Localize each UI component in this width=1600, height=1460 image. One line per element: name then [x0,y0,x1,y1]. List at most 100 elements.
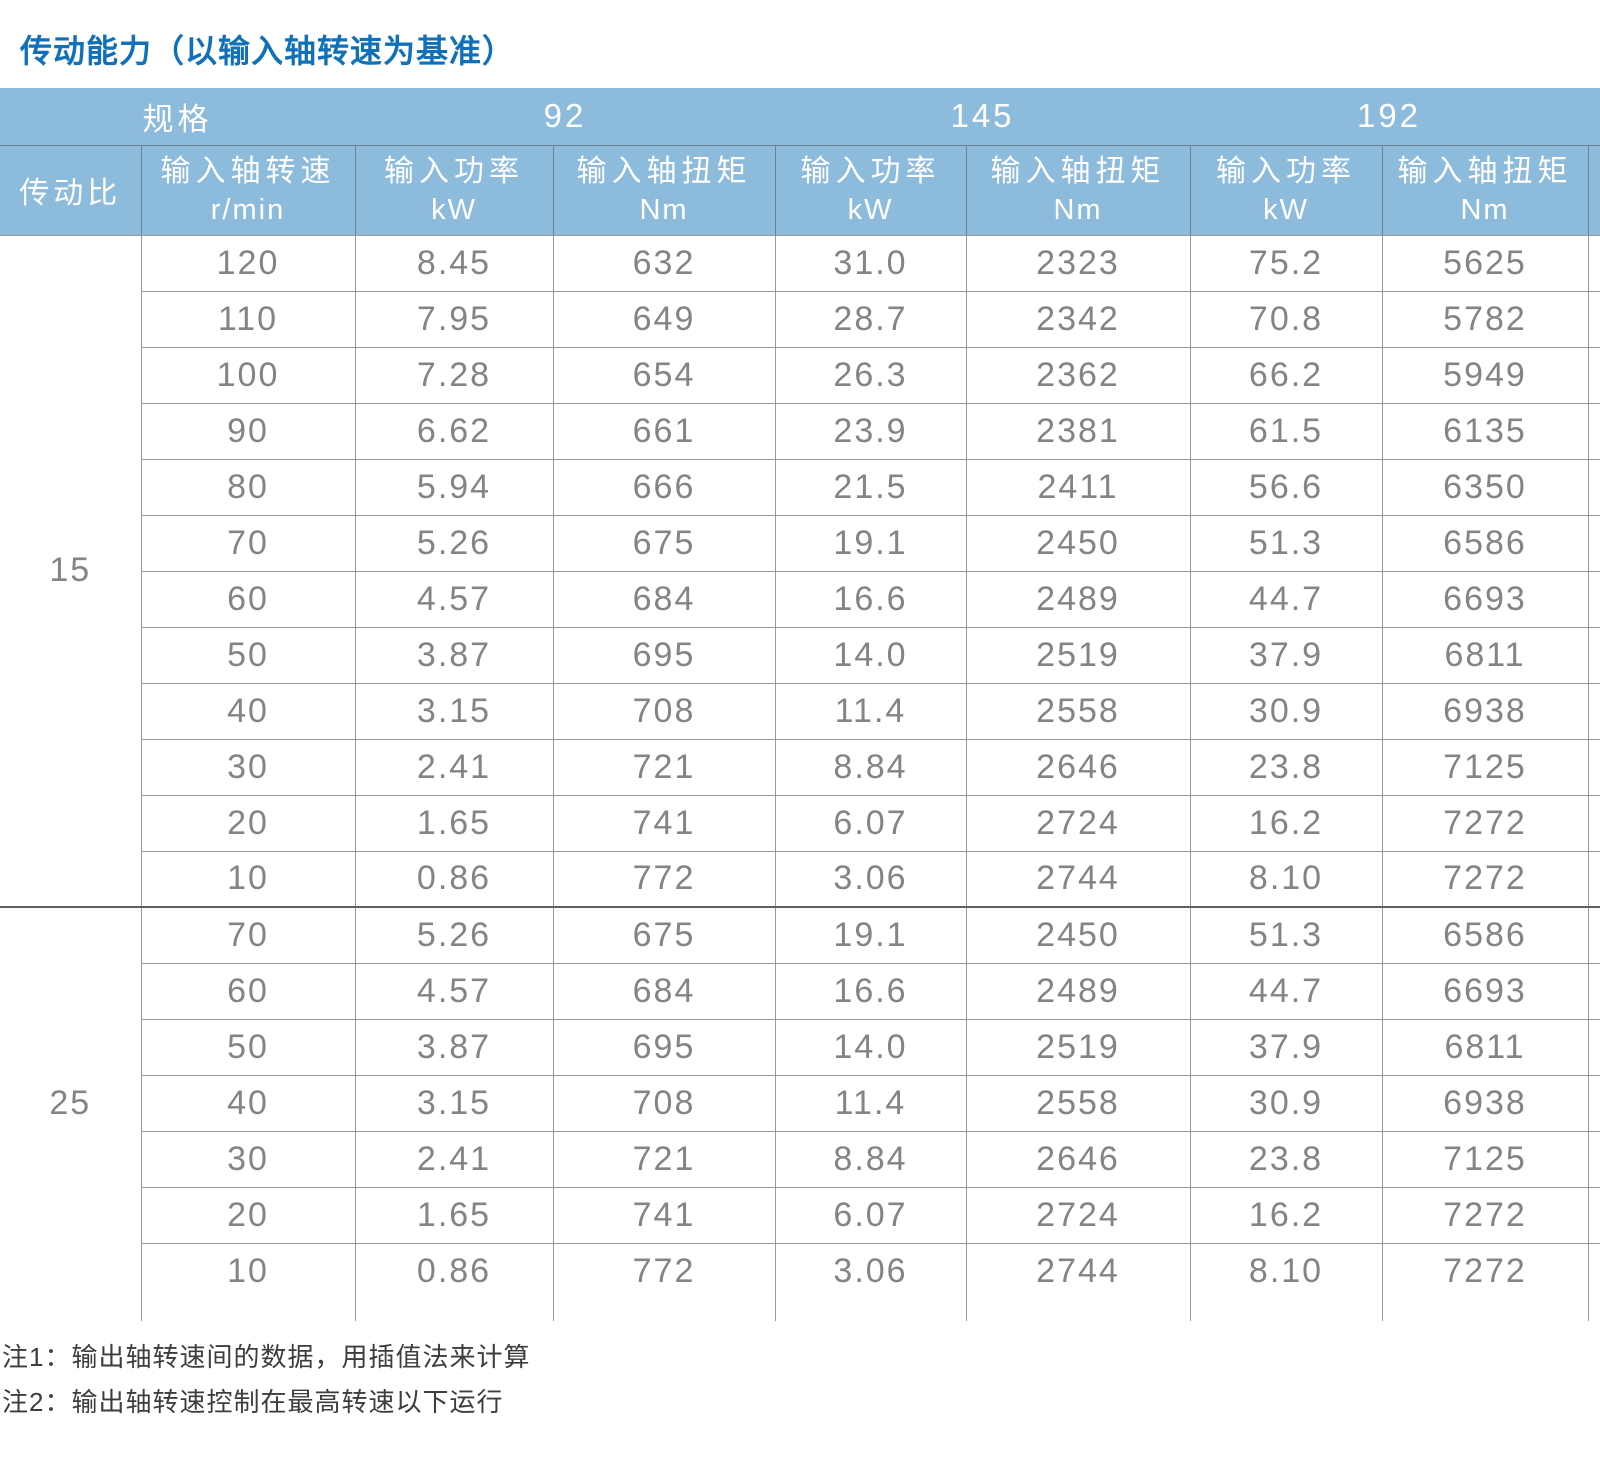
clipped-cell [1587,514,1600,572]
cell: 6135 [1381,402,1589,460]
col-header-unit: r/min [210,194,286,226]
cell: 2646 [965,1130,1191,1188]
cell: 6693 [1381,570,1589,628]
cell: 695 [552,626,776,684]
cell: 51.3 [1189,906,1383,964]
cell: 2381 [965,402,1191,460]
col-header-title: 输入轴转速 [160,155,336,188]
cell: 10 [140,1242,356,1299]
col-header-unit: Nm [639,194,689,226]
table-bottom-stub [0,1299,1600,1321]
cell: 19.1 [774,906,967,964]
cell: 3.15 [354,1074,554,1132]
cell: 741 [552,1186,776,1244]
size-header-145: 145 [775,88,1190,146]
table-row: 40 3.15 708 11.4 2558 30.9 6938 [0,682,1600,740]
cell: 5949 [1381,346,1589,404]
cell: 2450 [965,906,1191,964]
clipped-cell [1587,402,1600,460]
cell: 7272 [1381,850,1589,908]
col-header-title: 输入功率 [800,155,941,188]
table-row: 110 7.95 649 28.7 2342 70.8 5782 [0,290,1600,348]
clipped-column-header [1587,145,1600,236]
clipped-cell [1587,1242,1600,1299]
cell: 70 [140,906,356,964]
cell: 3.06 [774,1242,967,1299]
clipped-cell [1587,906,1600,964]
cell: 6586 [1381,906,1589,964]
clipped-cell [1587,290,1600,348]
cell: 6811 [1381,1018,1589,1076]
stub-cell [0,1299,142,1321]
cell: 684 [552,962,776,1020]
table-row: 40 3.15 708 11.4 2558 30.9 6938 [0,1074,1600,1132]
clipped-column-header [1588,88,1600,146]
col-header-unit: kW [847,194,894,226]
cell: 3.87 [354,1018,554,1076]
table-row: 30 2.41 721 8.84 2646 23.8 7125 [0,1130,1600,1188]
table-row: 60 4.57 684 16.6 2489 44.7 6693 [0,570,1600,628]
table-row: 15 120 8.45 632 31.0 2323 75.2 5625 [0,234,1600,908]
cell: 2558 [965,1074,1191,1132]
col-header-title: 输入轴扭矩 [990,155,1166,188]
cell: 100 [140,346,356,404]
stub-cell [355,1299,554,1321]
stub-cell [553,1299,776,1321]
note-2: 注2：输出轴转速控制在最高转速以下运行 [2,1387,504,1417]
cell: 2646 [965,738,1191,796]
col-header-unit: kW [431,194,477,226]
size-header-92: 92 [355,88,775,146]
cell: 3.15 [354,682,554,740]
table-row: 30 2.41 721 8.84 2646 23.8 7125 [0,738,1600,796]
cell: 19.1 [774,514,967,572]
cell: 16.2 [1189,1186,1383,1244]
cell: 721 [552,1130,776,1188]
cell: 675 [552,906,776,964]
cell: 11.4 [774,682,967,740]
cell: 2558 [965,682,1191,740]
table-body: 15 120 8.45 632 31.0 2323 75.2 5625 110 7.95 649 28… [0,234,1600,1321]
cell: 684 [552,570,776,628]
clipped-cell [1587,1018,1600,1076]
cell: 2.41 [354,1130,554,1188]
col-header-1: 输入功率 kW [354,145,553,236]
table-container: 规格 92 145 192 传动比 输入轴转速 r/min 输入功率 kW 输入轴扭矩 Nm 输入功… [0,88,1600,1321]
table-row: 10 0.86 772 3.06 2744 8.10 7272 [0,850,1600,908]
stub-cell [1588,1299,1600,1321]
cell: 2489 [965,570,1191,628]
cell: 0.86 [354,1242,554,1299]
cell: 30 [140,738,356,796]
cell: 37.9 [1189,626,1383,684]
cell: 2519 [965,626,1191,684]
cell: 7.28 [354,346,554,404]
cell: 7272 [1381,1242,1589,1299]
cell: 44.7 [1189,570,1383,628]
cell: 40 [140,1074,356,1132]
cell: 51.3 [1189,514,1383,572]
cell: 11.4 [774,1074,967,1132]
col-header-unit: Nm [1053,194,1103,226]
cell: 6693 [1381,962,1589,1020]
cell: 1.65 [354,794,554,852]
cell: 40 [140,682,356,740]
cell: 6811 [1381,626,1589,684]
cell: 50 [140,1018,356,1076]
cell: 44.7 [1189,962,1383,1020]
cell: 5625 [1381,234,1589,292]
clipped-cell [1587,570,1600,628]
cell: 23.8 [1189,738,1383,796]
stub-cell [141,1299,356,1321]
cell: 8.10 [1189,1242,1383,1299]
cell: 7272 [1381,794,1589,852]
cell: 5.26 [354,514,554,572]
clipped-cell [1587,1186,1600,1244]
cell: 80 [140,458,356,516]
cell: 60 [140,962,356,1020]
stub-cell [966,1299,1191,1321]
cell: 708 [552,1074,776,1132]
clipped-cell [1587,234,1600,292]
table-row: 20 1.65 741 6.07 2724 16.2 7272 [0,794,1600,852]
cell: 2362 [965,346,1191,404]
cell: 708 [552,682,776,740]
cell: 26.3 [774,346,967,404]
